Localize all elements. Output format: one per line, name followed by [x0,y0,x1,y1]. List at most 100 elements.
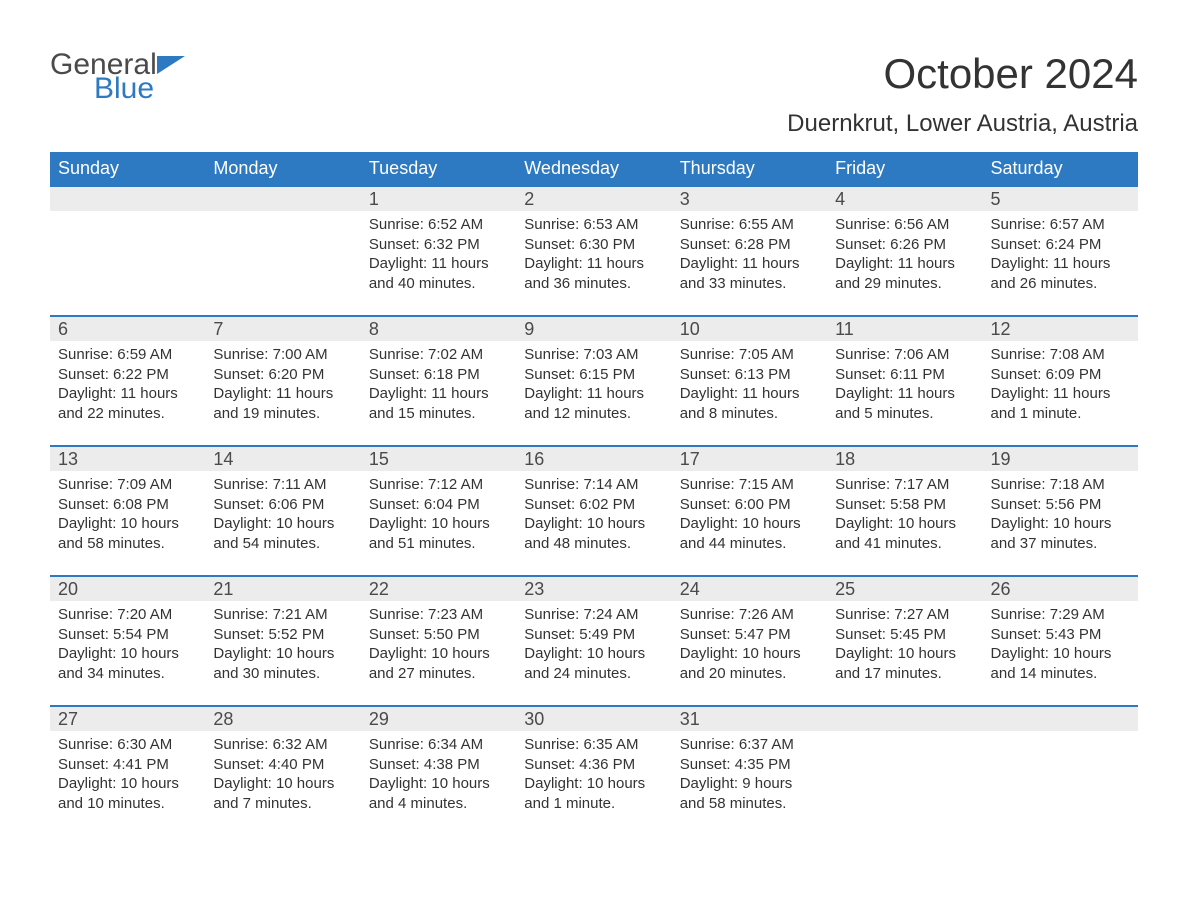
day-details: Sunrise: 7:15 AMSunset: 6:00 PMDaylight:… [672,471,827,561]
daylight-text: Daylight: 11 hours [835,254,974,274]
daylight-text: and 37 minutes. [991,534,1130,554]
day-number-bar: 27 [50,705,205,731]
daylight-text: Daylight: 11 hours [58,384,197,404]
day-details: Sunrise: 7:26 AMSunset: 5:47 PMDaylight:… [672,601,827,691]
daylight-text: Daylight: 10 hours [524,514,663,534]
sunset-text: Sunset: 4:38 PM [369,755,508,775]
daylight-text: and 51 minutes. [369,534,508,554]
sunrise-text: Sunrise: 7:17 AM [835,475,974,495]
calendar-day-cell: 5Sunrise: 6:57 AMSunset: 6:24 PMDaylight… [983,185,1138,315]
daylight-text: and 10 minutes. [58,794,197,814]
day-details: Sunrise: 7:18 AMSunset: 5:56 PMDaylight:… [983,471,1138,561]
sunrise-text: Sunrise: 6:30 AM [58,735,197,755]
day-number-bar: 6 [50,315,205,341]
sunset-text: Sunset: 4:35 PM [680,755,819,775]
daylight-text: and 15 minutes. [369,404,508,424]
sunrise-text: Sunrise: 7:05 AM [680,345,819,365]
day-number-bar: 3 [672,185,827,211]
daylight-text: and 1 minute. [991,404,1130,424]
sunset-text: Sunset: 4:41 PM [58,755,197,775]
day-details: Sunrise: 7:14 AMSunset: 6:02 PMDaylight:… [516,471,671,561]
calendar-day-cell: 29Sunrise: 6:34 AMSunset: 4:38 PMDayligh… [361,705,516,835]
daylight-text: Daylight: 10 hours [991,644,1130,664]
sunset-text: Sunset: 6:20 PM [213,365,352,385]
day-details: Sunrise: 7:23 AMSunset: 5:50 PMDaylight:… [361,601,516,691]
day-number-bar: 26 [983,575,1138,601]
daylight-text: and 14 minutes. [991,664,1130,684]
page-title: October 2024 [883,50,1138,98]
weekday-header: Thursday [672,152,827,185]
day-number-bar [827,705,982,731]
calendar-day-cell [983,705,1138,835]
daylight-text: Daylight: 10 hours [213,774,352,794]
daylight-text: Daylight: 10 hours [835,514,974,534]
calendar-day-cell: 18Sunrise: 7:17 AMSunset: 5:58 PMDayligh… [827,445,982,575]
daylight-text: Daylight: 11 hours [369,254,508,274]
calendar-day-cell: 8Sunrise: 7:02 AMSunset: 6:18 PMDaylight… [361,315,516,445]
day-number-bar: 14 [205,445,360,471]
sunrise-text: Sunrise: 7:24 AM [524,605,663,625]
weekday-header: Monday [205,152,360,185]
sunset-text: Sunset: 5:50 PM [369,625,508,645]
day-details: Sunrise: 7:29 AMSunset: 5:43 PMDaylight:… [983,601,1138,691]
weekday-header: Wednesday [516,152,671,185]
calendar-day-cell: 13Sunrise: 7:09 AMSunset: 6:08 PMDayligh… [50,445,205,575]
sunset-text: Sunset: 6:02 PM [524,495,663,515]
daylight-text: Daylight: 10 hours [58,774,197,794]
calendar-day-cell: 4Sunrise: 6:56 AMSunset: 6:26 PMDaylight… [827,185,982,315]
day-number-bar: 1 [361,185,516,211]
sunrise-text: Sunrise: 6:55 AM [680,215,819,235]
weekday-header-row: SundayMondayTuesdayWednesdayThursdayFrid… [50,152,1138,185]
calendar-day-cell: 19Sunrise: 7:18 AMSunset: 5:56 PMDayligh… [983,445,1138,575]
daylight-text: and 34 minutes. [58,664,197,684]
calendar-week-row: 13Sunrise: 7:09 AMSunset: 6:08 PMDayligh… [50,445,1138,575]
calendar-day-cell: 15Sunrise: 7:12 AMSunset: 6:04 PMDayligh… [361,445,516,575]
sunset-text: Sunset: 6:04 PM [369,495,508,515]
calendar-table: SundayMondayTuesdayWednesdayThursdayFrid… [50,152,1138,835]
calendar-day-cell: 7Sunrise: 7:00 AMSunset: 6:20 PMDaylight… [205,315,360,445]
daylight-text: and 7 minutes. [213,794,352,814]
daylight-text: and 33 minutes. [680,274,819,294]
weekday-header: Sunday [50,152,205,185]
sunset-text: Sunset: 4:40 PM [213,755,352,775]
calendar-day-cell: 17Sunrise: 7:15 AMSunset: 6:00 PMDayligh… [672,445,827,575]
day-details: Sunrise: 6:55 AMSunset: 6:28 PMDaylight:… [672,211,827,301]
calendar-day-cell: 24Sunrise: 7:26 AMSunset: 5:47 PMDayligh… [672,575,827,705]
day-number-bar: 21 [205,575,360,601]
daylight-text: Daylight: 11 hours [369,384,508,404]
day-number-bar: 7 [205,315,360,341]
daylight-text: and 24 minutes. [524,664,663,684]
day-number-bar: 28 [205,705,360,731]
daylight-text: and 48 minutes. [524,534,663,554]
daylight-text: and 27 minutes. [369,664,508,684]
logo-triangle-icon [157,56,185,74]
weekday-header: Saturday [983,152,1138,185]
sunset-text: Sunset: 5:58 PM [835,495,974,515]
daylight-text: and 58 minutes. [58,534,197,554]
sunset-text: Sunset: 6:08 PM [58,495,197,515]
sunrise-text: Sunrise: 7:00 AM [213,345,352,365]
sunset-text: Sunset: 5:45 PM [835,625,974,645]
daylight-text: Daylight: 10 hours [369,514,508,534]
daylight-text: Daylight: 11 hours [524,254,663,274]
calendar-day-cell: 26Sunrise: 7:29 AMSunset: 5:43 PMDayligh… [983,575,1138,705]
day-number-bar: 8 [361,315,516,341]
daylight-text: Daylight: 11 hours [524,384,663,404]
sunrise-text: Sunrise: 7:23 AM [369,605,508,625]
sunset-text: Sunset: 6:26 PM [835,235,974,255]
sunrise-text: Sunrise: 6:52 AM [369,215,508,235]
daylight-text: and 12 minutes. [524,404,663,424]
calendar-day-cell: 3Sunrise: 6:55 AMSunset: 6:28 PMDaylight… [672,185,827,315]
calendar-day-cell: 14Sunrise: 7:11 AMSunset: 6:06 PMDayligh… [205,445,360,575]
day-number-bar: 22 [361,575,516,601]
sunrise-text: Sunrise: 7:20 AM [58,605,197,625]
logo-word2: Blue [94,74,185,104]
day-details: Sunrise: 6:59 AMSunset: 6:22 PMDaylight:… [50,341,205,431]
day-number-bar: 5 [983,185,1138,211]
calendar-day-cell: 22Sunrise: 7:23 AMSunset: 5:50 PMDayligh… [361,575,516,705]
daylight-text: Daylight: 10 hours [213,514,352,534]
day-number-bar [50,185,205,211]
sunrise-text: Sunrise: 7:06 AM [835,345,974,365]
daylight-text: and 54 minutes. [213,534,352,554]
calendar-day-cell: 28Sunrise: 6:32 AMSunset: 4:40 PMDayligh… [205,705,360,835]
